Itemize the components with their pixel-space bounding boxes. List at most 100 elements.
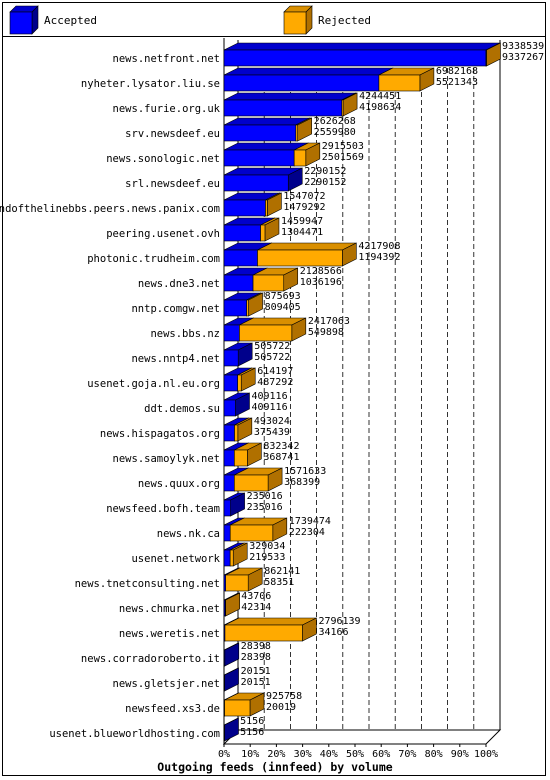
category-label-usenet-network: usenet.network <box>131 553 220 565</box>
bar-accepted-news-gletsjer-net <box>223 674 225 692</box>
bar-accepted-srv-newsdeef-eu-top <box>223 117 310 126</box>
bar-accepted-news-samoylyk-net <box>223 449 235 467</box>
bar-rejected-news-chmurka-net <box>224 599 226 617</box>
category-label-srv-newsdeef-eu: srv.newsdeef.eu <box>125 128 220 140</box>
value-accepted-news-samoylyk-net: 368741 <box>263 452 299 463</box>
bar-rejected-news-furie-org-uk <box>341 99 344 117</box>
bar-accepted-news-corradoroberto-it-side <box>224 642 240 667</box>
value-offered-newsfeed-bofh-team: 235016 <box>247 491 283 502</box>
category-label-news-chmurka-net: news.chmurka.net <box>119 603 220 615</box>
x-tick-label-20: 20% <box>267 749 285 760</box>
bar-accepted-news-furie-org-uk-top <box>223 92 356 101</box>
category-label-news-furie-org-uk: news.furie.org.uk <box>113 103 221 115</box>
x-tick-label-50: 50% <box>346 749 364 760</box>
bar-accepted-news-nk-ca <box>223 524 231 542</box>
bar-accepted-news-gletsjer-net-side <box>224 667 239 692</box>
bar-rejected-news-sonologic-net <box>293 149 307 167</box>
value-accepted-news-tnetconsulting-net: 58351 <box>264 577 294 588</box>
bar-accepted-news-nntp4-net <box>223 349 239 367</box>
value-offered-news-sonologic-net: 2915503 <box>322 141 364 152</box>
bar-accepted-news-netfront-net <box>223 49 487 67</box>
value-offered-srl-newsdeef-eu: 2290152 <box>304 166 346 177</box>
category-label-usenet-goja-nl-eu-org: usenet.goja.nl.eu.org <box>87 378 220 390</box>
bar-accepted-news-dne3-net <box>223 274 254 292</box>
bar-accepted-newsfeed-bofh-team <box>223 499 231 517</box>
category-label-news-sonologic-net: news.sonologic.net <box>106 153 220 165</box>
bar-accepted-nntp-comgw-net <box>223 299 248 317</box>
legend-separator <box>2 36 546 37</box>
bar-accepted-peering-usenet-ovh <box>223 224 261 242</box>
value-accepted-news-nk-ca: 222304 <box>289 527 325 538</box>
value-offered-news-furie-org-uk: 4244451 <box>359 91 401 102</box>
bar-rejected-usenet-goja-nl-eu-org <box>237 374 242 392</box>
value-accepted-usenet-blueworldhosting-com: 5156 <box>240 727 264 738</box>
x-tick-label-60: 60% <box>372 749 390 760</box>
category-label-endofthelinebbs-peers-news-panix-com: endofthelinebbs.peers.news.panix.com <box>0 203 220 215</box>
value-offered-endofthelinebbs-peers-news-panix-com: 1547072 <box>283 191 325 202</box>
x-tick-label-70: 70% <box>398 749 416 760</box>
category-label-newsfeed-bofh-team: newsfeed.bofh.team <box>106 503 220 515</box>
value-accepted-endofthelinebbs-peers-news-panix-com: 1479292 <box>283 202 325 213</box>
x-tick-label-80: 80% <box>425 749 443 760</box>
bar-rejected-news-dne3-net <box>252 274 285 292</box>
bar-accepted-ddt-demos-su <box>223 399 236 417</box>
legend-rejected-swatch <box>283 11 307 35</box>
value-accepted-nntp-comgw-net: 809405 <box>265 302 301 313</box>
bar-rejected-nyheter-lysator-liu-se <box>378 74 421 92</box>
value-offered-news-corradoroberto-it: 28398 <box>241 641 271 652</box>
bar-rejected-news-quux-org <box>234 474 269 492</box>
category-label-news-netfront-net: news.netfront.net <box>113 53 220 65</box>
value-accepted-photonic-trudheim-com: 1194392 <box>358 252 400 263</box>
bar-accepted-news-furie-org-uk <box>223 99 343 117</box>
bar-accepted-usenet-goja-nl-eu-org <box>223 374 238 392</box>
bar-accepted-news-sonologic-net-top <box>223 142 309 151</box>
category-label-nyheter-lysator-liu-se: nyheter.lysator.liu.se <box>81 78 220 90</box>
legend-rejected-label: Rejected <box>318 14 371 27</box>
value-accepted-news-furie-org-uk: 4198634 <box>359 102 401 113</box>
bar-accepted-news-hispagatos-org <box>223 424 235 442</box>
value-offered-news-dne3-net: 2128566 <box>300 266 342 277</box>
category-label-news-tnetconsulting-net: news.tnetconsulting.net <box>75 578 220 590</box>
bar-rejected-news-nk-ca <box>229 524 274 542</box>
bar-rejected-srv-newsdeef-eu <box>295 124 298 142</box>
value-accepted-news-bbs-nz: 549898 <box>308 327 344 338</box>
value-accepted-newsfeed-bofh-team: 235016 <box>247 502 283 513</box>
value-offered-news-samoylyk-net: 832342 <box>263 441 299 452</box>
bar-accepted-news-corradoroberto-it <box>223 649 226 667</box>
value-offered-peering-usenet-ovh: 1459947 <box>281 216 323 227</box>
value-accepted-news-weretis-net: 34166 <box>318 627 348 638</box>
category-label-ddt-demos-su: ddt.demos.su <box>144 403 220 415</box>
x-tick-label-90: 90% <box>451 749 469 760</box>
value-offered-srv-newsdeef-eu: 2626268 <box>314 116 356 127</box>
bar-accepted-nyheter-lysator-liu-se <box>223 74 380 92</box>
bar-rejected-newsfeed-xs3-de <box>224 699 251 717</box>
x-tick-label-100: 100% <box>474 749 498 760</box>
bar-accepted-news-quux-org <box>223 474 235 492</box>
value-offered-news-hispagatos-org: 493024 <box>254 416 290 427</box>
value-offered-newsfeed-xs3-de: 925758 <box>266 691 302 702</box>
category-label-nntp-comgw-net: nntp.comgw.net <box>131 303 220 315</box>
value-accepted-news-hispagatos-org: 375439 <box>254 427 290 438</box>
value-accepted-ddt-demos-su: 409116 <box>251 402 287 413</box>
bar-rejected-photonic-trudheim-com <box>257 249 343 267</box>
value-offered-news-quux-org: 1571633 <box>284 466 326 477</box>
bar-rejected-news-samoylyk-net <box>234 449 248 467</box>
value-accepted-srl-newsdeef-eu: 2290152 <box>304 177 346 188</box>
value-offered-usenet-network: 329034 <box>249 541 285 552</box>
category-label-srl-newsdeef-eu: srl.newsdeef.eu <box>125 178 220 190</box>
value-accepted-news-netfront-net: 9337267 <box>502 52 544 63</box>
category-label-newsfeed-xs3-de: newsfeed.xs3.de <box>125 703 220 715</box>
bar-rejected-news-hispagatos-org <box>234 424 239 442</box>
bar-accepted-news-netfront-net-top <box>223 42 501 51</box>
legend-accepted-label: Accepted <box>44 14 97 27</box>
bar-rejected-nntp-comgw-net <box>246 299 249 317</box>
category-label-news-weretis-net: news.weretis.net <box>119 628 220 640</box>
value-accepted-newsfeed-xs3-de: 20019 <box>266 702 296 713</box>
value-offered-photonic-trudheim-com: 4217908 <box>358 241 400 252</box>
legend-accepted-swatch <box>9 11 33 35</box>
value-accepted-news-corradoroberto-it: 28398 <box>241 652 271 663</box>
category-label-news-samoylyk-net: news.samoylyk.net <box>113 453 220 465</box>
value-accepted-news-quux-org: 368399 <box>284 477 320 488</box>
bar-accepted-photonic-trudheim-com <box>223 249 258 267</box>
